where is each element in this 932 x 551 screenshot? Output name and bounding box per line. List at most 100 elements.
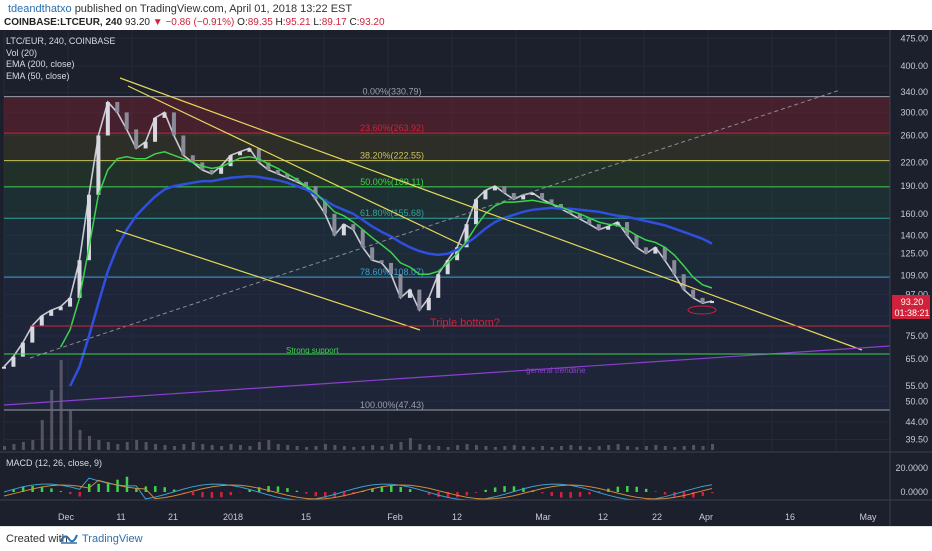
price-candle <box>11 357 15 367</box>
last-price: 93.20 <box>125 17 150 28</box>
price-tick-label: 340.00 <box>900 87 928 97</box>
volume-bar <box>645 446 648 450</box>
macd-histogram-bar <box>201 492 204 497</box>
macd-legend[interactable]: MACD (12, 26, close, 9) <box>6 458 102 468</box>
legend-ema50[interactable]: EMA (50, close) <box>6 71 115 83</box>
price-candle <box>483 190 487 199</box>
legend-title: LTC/EUR, 240, COINBASE <box>6 36 115 48</box>
macd-histogram-bar <box>588 492 591 494</box>
volume-bar <box>475 445 478 450</box>
volume-bar <box>258 442 261 450</box>
volume-bar <box>41 420 44 450</box>
price-tick-label: 109.00 <box>900 271 928 281</box>
price-candle <box>380 260 384 263</box>
fib-zone <box>4 161 890 187</box>
volume-bar <box>211 445 214 450</box>
price-tick-label: 190.00 <box>900 181 928 191</box>
volume-bar <box>390 444 393 450</box>
volume-bar <box>447 447 450 450</box>
volume-bar <box>522 446 525 450</box>
macd-histogram-bar <box>702 492 705 496</box>
volume-bar <box>352 447 355 450</box>
price-tick-label: 140.00 <box>900 230 928 240</box>
high-label: H: <box>276 17 286 28</box>
volume-bar <box>145 442 148 450</box>
volume-bar <box>692 445 695 450</box>
price-candle <box>474 199 478 224</box>
volume-bar <box>617 444 620 450</box>
macd-histogram-bar <box>626 486 629 492</box>
price-candle <box>701 298 705 303</box>
price-candle <box>238 152 242 155</box>
volume-bar <box>654 445 657 450</box>
price-candle <box>361 230 365 248</box>
fib-level-label: 100.00%(47.43) <box>360 400 424 410</box>
price-tick-label: 39.50 <box>905 434 928 444</box>
symbol-label: COINBASE:LTCEUR, 240 <box>4 17 122 28</box>
volume-bar <box>598 446 601 450</box>
price-candle <box>59 307 63 311</box>
volume-bar <box>107 442 110 450</box>
volume-bar <box>673 447 676 450</box>
price-candle <box>342 224 346 235</box>
price-candle <box>370 247 374 260</box>
volume-bar <box>711 444 714 450</box>
volume-bar <box>79 430 82 450</box>
price-candle <box>134 129 138 148</box>
triple-bottom-annotation: Triple bottom? <box>430 317 500 329</box>
macd-histogram-bar <box>711 492 714 493</box>
macd-histogram-bar <box>560 492 563 498</box>
macd-histogram-bar <box>126 477 129 492</box>
tradingview-brand[interactable]: TradingView <box>82 533 143 545</box>
volume-bar <box>97 440 100 450</box>
volume-bar <box>31 440 34 450</box>
legend-ema200[interactable]: EMA (200, close) <box>6 59 115 71</box>
price-chart-svg[interactable]: 0.00%(330.79)23.60%(263.92)38.20%(222.55… <box>0 30 932 526</box>
volume-bar <box>409 438 412 450</box>
open-value: 89.35 <box>248 17 273 28</box>
price-candle <box>106 102 110 135</box>
legend-volume[interactable]: Vol (20) <box>6 48 115 60</box>
price-candle <box>493 186 497 190</box>
volume-bar <box>201 444 204 450</box>
chart-area[interactable]: 0.00%(330.79)23.60%(263.92)38.20%(222.55… <box>0 30 932 526</box>
macd-histogram-bar <box>230 492 233 495</box>
price-candle <box>2 367 6 369</box>
volume-bar <box>399 442 402 450</box>
price-candle <box>398 274 402 298</box>
macd-tick-label: 0.0000 <box>900 487 928 497</box>
price-candle <box>682 274 686 289</box>
price-candle <box>276 170 280 174</box>
macd-histogram-bar <box>579 492 582 497</box>
price-tick-label: 220.00 <box>900 157 928 167</box>
price-tick-label: 75.00 <box>905 331 928 341</box>
volume-bar <box>69 410 72 450</box>
countdown-label: 01:38:21 <box>894 308 929 318</box>
high-value: 95.21 <box>286 17 311 28</box>
fib-zone <box>4 97 890 133</box>
price-tick-label: 400.00 <box>900 61 928 71</box>
price-candle <box>229 155 233 166</box>
price-candle <box>172 112 176 135</box>
macd-histogram-bar <box>305 492 308 494</box>
author-link[interactable]: tdeandthatxo <box>8 3 72 15</box>
macd-histogram-bar <box>409 489 412 492</box>
volume-bar <box>324 444 327 450</box>
price-candle <box>653 247 657 253</box>
volume-bar <box>22 442 25 450</box>
price-candle <box>597 224 601 229</box>
ohlc-line: COINBASE:LTCEUR, 240 93.20 ▼ −0.86 (−0.9… <box>4 17 385 28</box>
volume-bar <box>220 446 223 450</box>
price-tick-label: 160.00 <box>900 209 928 219</box>
price-candle <box>247 148 251 151</box>
volume-bar <box>456 445 459 450</box>
macd-histogram-bar <box>154 486 157 492</box>
price-candle <box>634 235 638 247</box>
fib-level-label: 61.80%(155.68) <box>360 208 424 218</box>
price-candle <box>672 260 676 274</box>
time-tick-label: 22 <box>652 512 662 522</box>
price-tick-label: 55.00 <box>905 381 928 391</box>
price-candle <box>21 343 25 357</box>
volume-bar <box>163 445 166 450</box>
publish-info: published on TradingView.com, April 01, … <box>75 3 352 15</box>
